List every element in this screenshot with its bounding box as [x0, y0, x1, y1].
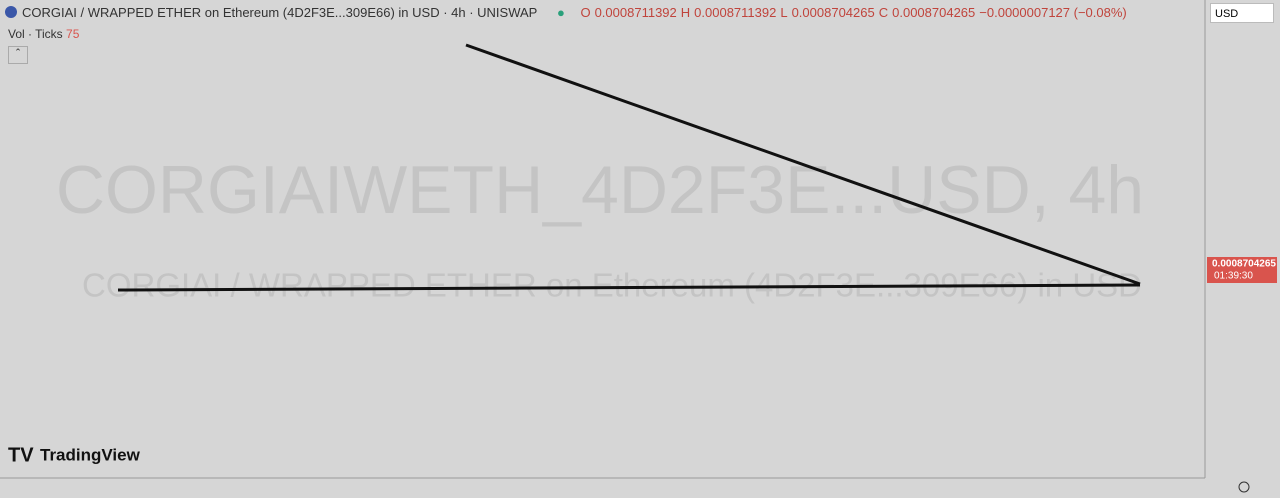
collapse-button[interactable]: ⌃ — [8, 46, 28, 64]
h-value: 0.0008711392 — [694, 5, 777, 20]
watermark: CORGIAIWETH_4D2F3E...USD, 4h — [56, 152, 1144, 228]
trend-line — [465, 43, 1141, 286]
brand: TV TradingView — [8, 444, 141, 466]
brand-name: TradingView — [40, 445, 141, 464]
countdown: 01:39:30 — [1214, 271, 1253, 282]
symbol: CORGIAI / WRAPPED ETHER on Ethereum (4D2… — [22, 5, 538, 20]
brand-logo: TV — [8, 444, 34, 466]
o-value: 0.0008711392 — [594, 5, 677, 20]
indicator-value: 75 — [66, 27, 80, 41]
o-label: O — [580, 5, 591, 20]
settings-icon[interactable] — [1238, 481, 1250, 493]
l-label: L — [780, 5, 788, 20]
indicator: Vol · Ticks 75 ⌃ — [8, 27, 79, 64]
legend: CORGIAI / WRAPPED ETHER on Ethereum (4D2… — [5, 5, 1135, 20]
price-axis — [1205, 0, 1280, 498]
flag — [5, 6, 17, 18]
ohlc: O 0.0008711392 H 0.0008711392 L 0.0008704265 C… — [580, 5, 1130, 20]
h-label: H — [680, 5, 691, 20]
currency-select[interactable]: USD — [1210, 3, 1274, 23]
status-dot: ● — [556, 5, 565, 20]
last-price: 0.0008704265 — [1212, 259, 1276, 270]
indicator-name: Vol · Ticks — [8, 27, 63, 41]
trend-line — [117, 283, 1141, 292]
c-label: C — [878, 5, 889, 20]
c-value: 0.0008704265 — [892, 5, 976, 20]
change: −0.0000007127 (−0.08%) — [979, 5, 1127, 20]
price-label-box — [1207, 257, 1277, 283]
l-value: 0.0008704265 — [791, 5, 875, 20]
